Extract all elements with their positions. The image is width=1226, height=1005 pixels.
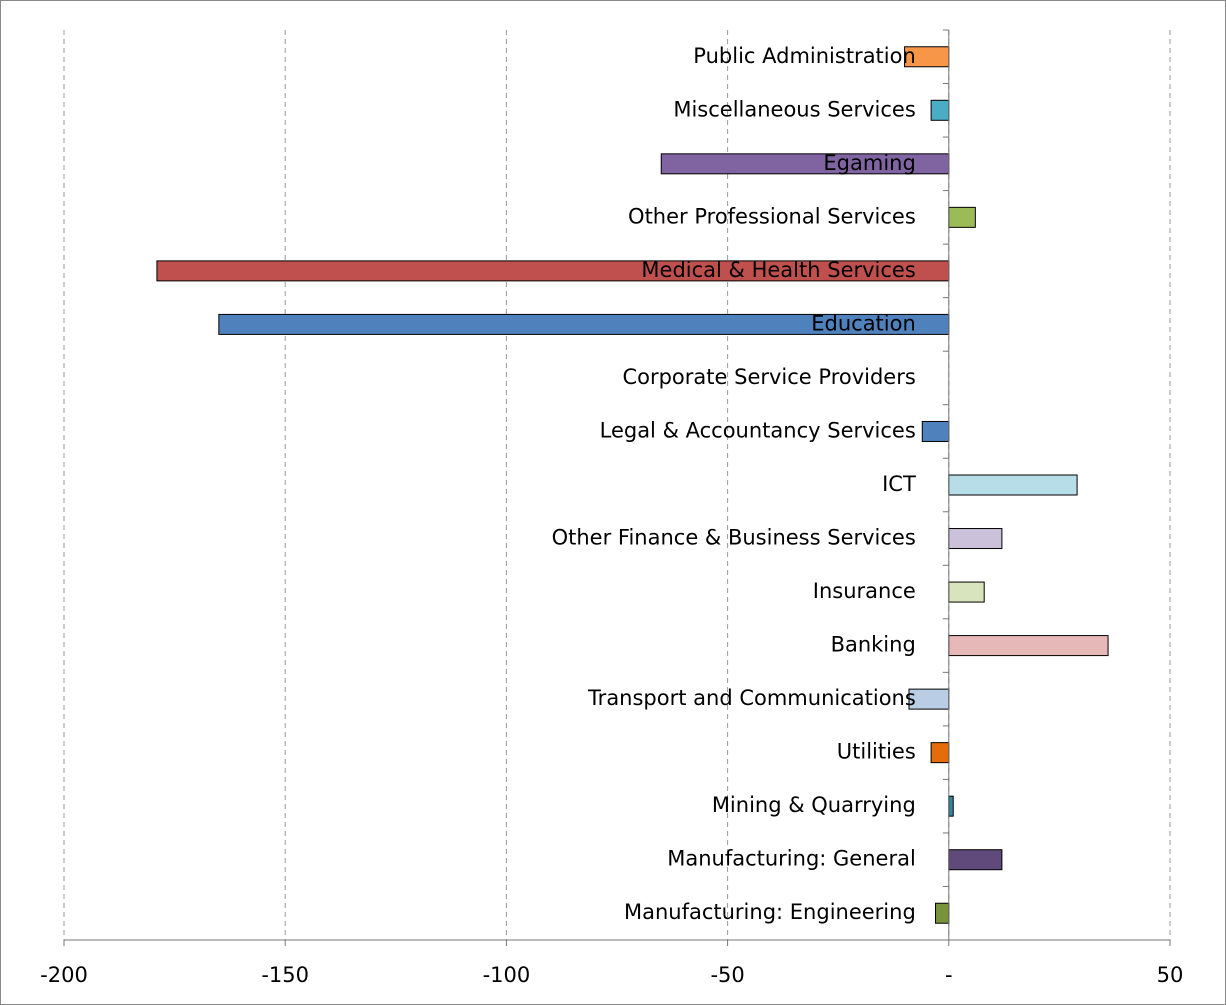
y-tick-label: Insurance <box>813 579 916 603</box>
x-tick-label: - <box>945 963 953 987</box>
x-tick-label: -100 <box>483 963 531 987</box>
y-tick-label: Other Professional Services <box>628 204 916 228</box>
y-tick-label: Egaming <box>823 151 915 175</box>
bar <box>948 849 1003 871</box>
y-tick-label: Legal & Accountancy Services <box>600 418 916 442</box>
bar <box>948 581 985 603</box>
y-tick-label: Mining & Quarrying <box>712 793 916 817</box>
y-tick-label: Transport and Communications <box>587 686 916 710</box>
bar <box>921 420 950 442</box>
y-tick-label: Manufacturing: General <box>667 847 916 871</box>
x-tick-label: 50 <box>1157 963 1184 987</box>
y-tick-label: Other Finance & Business Services <box>552 526 916 550</box>
y-tick-label: Utilities <box>837 740 916 764</box>
y-tick-label: Public Administration <box>693 44 916 68</box>
bar <box>948 795 954 817</box>
bar <box>948 528 1003 550</box>
y-tick-label: Education <box>811 311 916 335</box>
x-tick-label: -50 <box>710 963 744 987</box>
x-tick-label: -200 <box>40 963 88 987</box>
y-tick-label: Corporate Service Providers <box>622 365 915 389</box>
x-tick-label: -150 <box>261 963 309 987</box>
y-tick-label: Miscellaneous Services <box>673 97 915 121</box>
bar <box>948 635 1109 657</box>
bar <box>930 99 950 121</box>
y-tick-label: Manufacturing: Engineering <box>624 900 916 924</box>
bar <box>948 206 976 228</box>
bar <box>930 742 950 764</box>
bar <box>935 902 950 924</box>
y-tick-label: Medical & Health Services <box>641 258 915 282</box>
y-tick-label: ICT <box>882 472 916 496</box>
y-tick-label: Banking <box>831 633 916 657</box>
bar <box>948 474 1078 496</box>
